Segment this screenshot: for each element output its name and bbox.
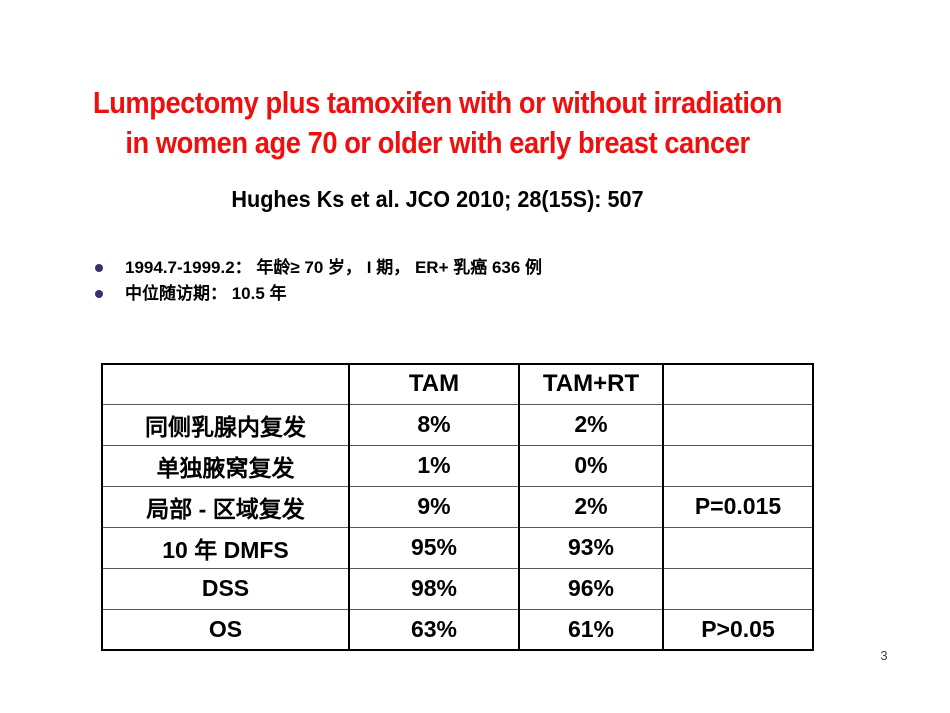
bullet-item: 1994.7-1999.2： 年龄≥ 70 岁， I 期， ER+ 乳癌 636… — [95, 255, 542, 281]
bullet-list: 1994.7-1999.2： 年龄≥ 70 岁， I 期， ER+ 乳癌 636… — [95, 255, 542, 307]
cell-pvalue — [662, 403, 813, 445]
row-label: DSS — [102, 567, 349, 609]
cell-pvalue: P=0.015 — [662, 485, 813, 527]
cell-value: 93% — [518, 526, 663, 568]
bullet-text: 1994.7-1999.2： 年龄≥ 70 岁， I 期， ER+ 乳癌 636… — [125, 258, 543, 277]
header-cell-blank — [102, 364, 349, 404]
row-label: OS — [102, 608, 349, 650]
table-row: DSS 98% 96% — [102, 567, 813, 609]
table-header-row: TAM TAM+RT — [102, 364, 813, 404]
bullet-item: 中位随访期： 10.5 年 — [95, 281, 542, 307]
slide-title: Lumpectomy plus tamoxifen with or withou… — [53, 83, 823, 163]
cell-value: 1% — [348, 444, 519, 486]
cell-value: 96% — [518, 567, 663, 609]
header-cell-tam-rt: TAM+RT — [518, 364, 663, 404]
title-line-1: Lumpectomy plus tamoxifen with or withou… — [92, 85, 783, 120]
table-row: OS 63% 61% P>0.05 — [102, 608, 813, 650]
cell-value: 95% — [348, 526, 519, 568]
title-line-2: in women age 70 or older with early brea… — [125, 125, 750, 160]
table-row: 单独腋窝复发 1% 0% — [102, 444, 813, 486]
header-cell-blank — [662, 364, 813, 404]
table-row: 同侧乳腺内复发 8% 2% — [102, 403, 813, 445]
citation-line: Hughes Ks et al. JCO 2010; 28(15S): 507 — [231, 186, 644, 212]
cell-value: 2% — [518, 403, 663, 445]
cell-value: 61% — [518, 608, 663, 650]
results-table: TAM TAM+RT 同侧乳腺内复发 8% 2% 单独腋窝复发 1% 0% 局部… — [101, 363, 814, 651]
cell-value: 8% — [348, 403, 519, 445]
cell-value: 2% — [518, 485, 663, 527]
row-label: 单独腋窝复发 — [102, 444, 349, 486]
cell-pvalue: P>0.05 — [662, 608, 813, 650]
cell-value: 63% — [348, 608, 519, 650]
row-label: 10 年 DMFS — [102, 526, 349, 568]
cell-pvalue — [662, 567, 813, 609]
cell-value: 0% — [518, 444, 663, 486]
cell-pvalue — [662, 444, 813, 486]
cell-value: 98% — [348, 567, 519, 609]
header-cell-tam: TAM — [348, 364, 519, 404]
row-label: 局部 - 区域复发 — [102, 485, 349, 527]
bullet-text: 中位随访期： 10.5 年 — [125, 284, 287, 303]
bullet-icon — [95, 290, 103, 298]
cell-pvalue — [662, 526, 813, 568]
bullet-icon — [95, 264, 103, 272]
cell-value: 9% — [348, 485, 519, 527]
page-number: 3 — [880, 648, 888, 663]
row-label: 同侧乳腺内复发 — [102, 403, 349, 445]
table-row: 10 年 DMFS 95% 93% — [102, 526, 813, 568]
table-row: 局部 - 区域复发 9% 2% P=0.015 — [102, 485, 813, 527]
